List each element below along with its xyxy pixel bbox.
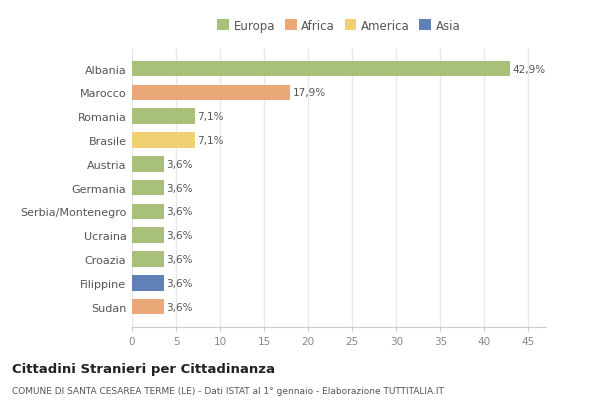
Legend: Europa, Africa, America, Asia: Europa, Africa, America, Asia: [214, 16, 464, 36]
Bar: [132, 299, 164, 315]
Bar: [132, 109, 194, 125]
Text: 42,9%: 42,9%: [512, 65, 545, 74]
Text: COMUNE DI SANTA CESAREA TERME (LE) - Dati ISTAT al 1° gennaio - Elaborazione TUT: COMUNE DI SANTA CESAREA TERME (LE) - Dat…: [12, 387, 444, 396]
Bar: [132, 85, 290, 101]
Text: 3,6%: 3,6%: [166, 302, 193, 312]
Bar: [132, 157, 164, 172]
Text: 3,6%: 3,6%: [166, 207, 193, 217]
Text: 3,6%: 3,6%: [166, 231, 193, 240]
Text: 3,6%: 3,6%: [166, 183, 193, 193]
Text: 3,6%: 3,6%: [166, 254, 193, 264]
Bar: [132, 133, 194, 148]
Bar: [132, 180, 164, 196]
Text: Cittadini Stranieri per Cittadinanza: Cittadini Stranieri per Cittadinanza: [12, 362, 275, 375]
Text: 7,1%: 7,1%: [197, 112, 224, 122]
Bar: [132, 252, 164, 267]
Bar: [132, 275, 164, 291]
Text: 7,1%: 7,1%: [197, 136, 224, 146]
Text: 3,6%: 3,6%: [166, 160, 193, 169]
Bar: [132, 62, 510, 77]
Bar: [132, 228, 164, 243]
Text: 17,9%: 17,9%: [292, 88, 325, 98]
Text: 3,6%: 3,6%: [166, 278, 193, 288]
Bar: [132, 204, 164, 220]
